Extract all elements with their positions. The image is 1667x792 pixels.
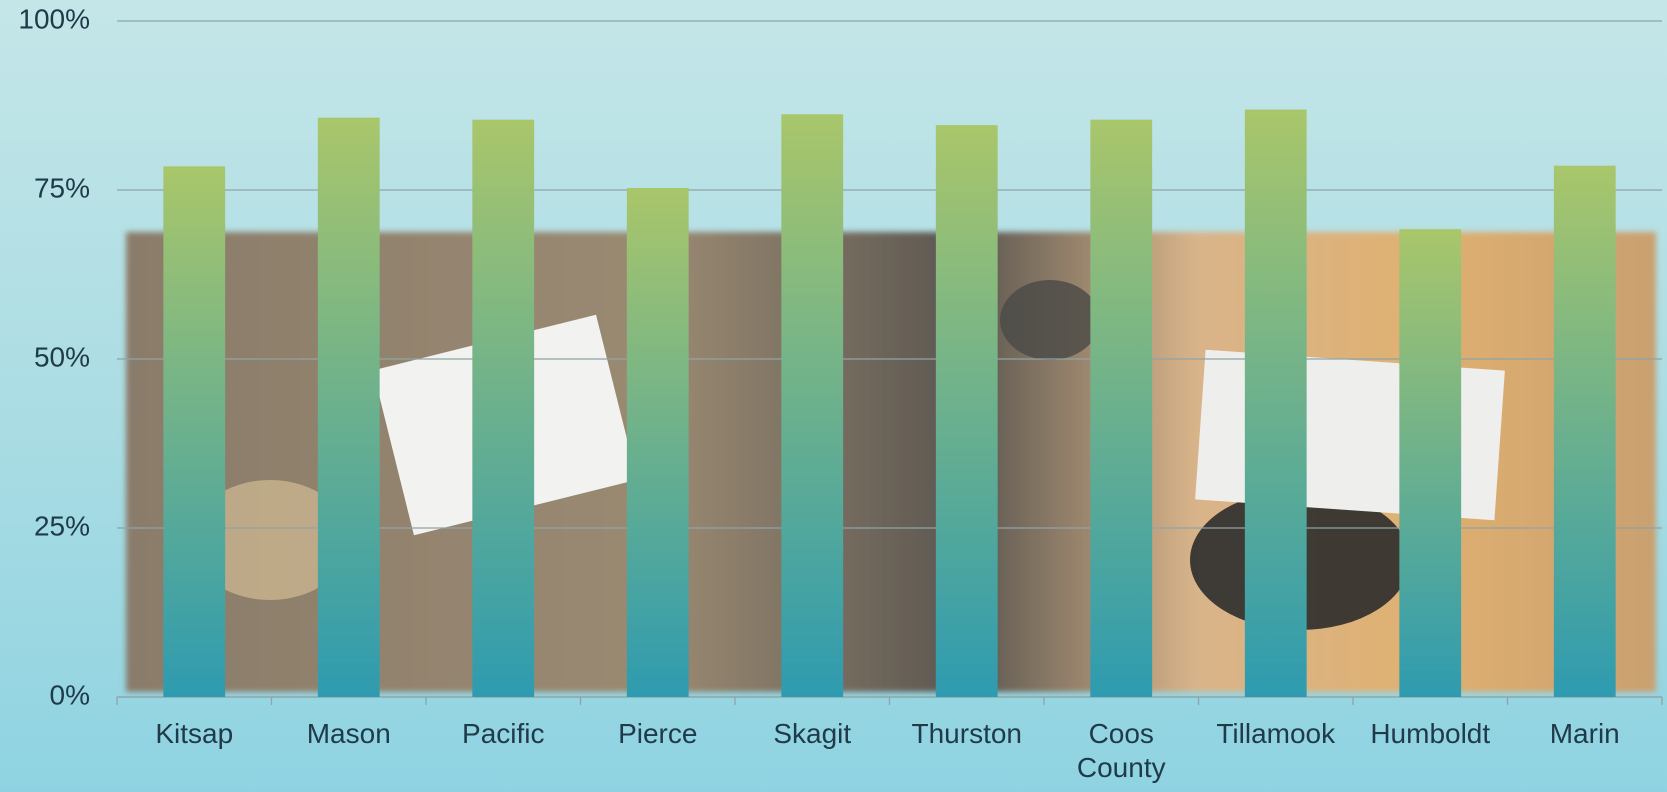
bar: [935, 125, 998, 697]
x-tick-label: Coos County: [1076, 718, 1166, 783]
bar: [317, 117, 380, 698]
bar: [1553, 165, 1616, 697]
bar: [1090, 119, 1153, 698]
y-tick-label: 75%: [34, 172, 90, 203]
y-tick-label: 25%: [34, 510, 90, 541]
x-tick-label: Tillamook: [1216, 718, 1336, 749]
bars: [163, 109, 1616, 698]
x-tick-label: Mason: [306, 718, 391, 749]
x-tick-label: Pacific: [462, 718, 545, 749]
bar: [472, 119, 535, 698]
x-tick-label: Marin: [1549, 718, 1620, 749]
bar: [1244, 109, 1307, 697]
y-tick-label: 50%: [34, 341, 90, 372]
bar: [781, 114, 844, 697]
x-tick-label: Humboldt: [1370, 718, 1491, 749]
x-tick-label: Skagit: [773, 718, 852, 749]
y-tick-label: 0%: [50, 679, 90, 710]
bar: [626, 187, 689, 698]
y-tick-label: 100%: [18, 3, 90, 34]
x-tick-label: Pierce: [618, 718, 698, 749]
x-tick-label: Kitsap: [155, 718, 234, 749]
x-tick-label: Thurston: [911, 718, 1023, 749]
bar: [1399, 229, 1462, 697]
labels: 0% 25% 50% 75% 100%: [18, 3, 90, 710]
bar: [163, 166, 226, 698]
